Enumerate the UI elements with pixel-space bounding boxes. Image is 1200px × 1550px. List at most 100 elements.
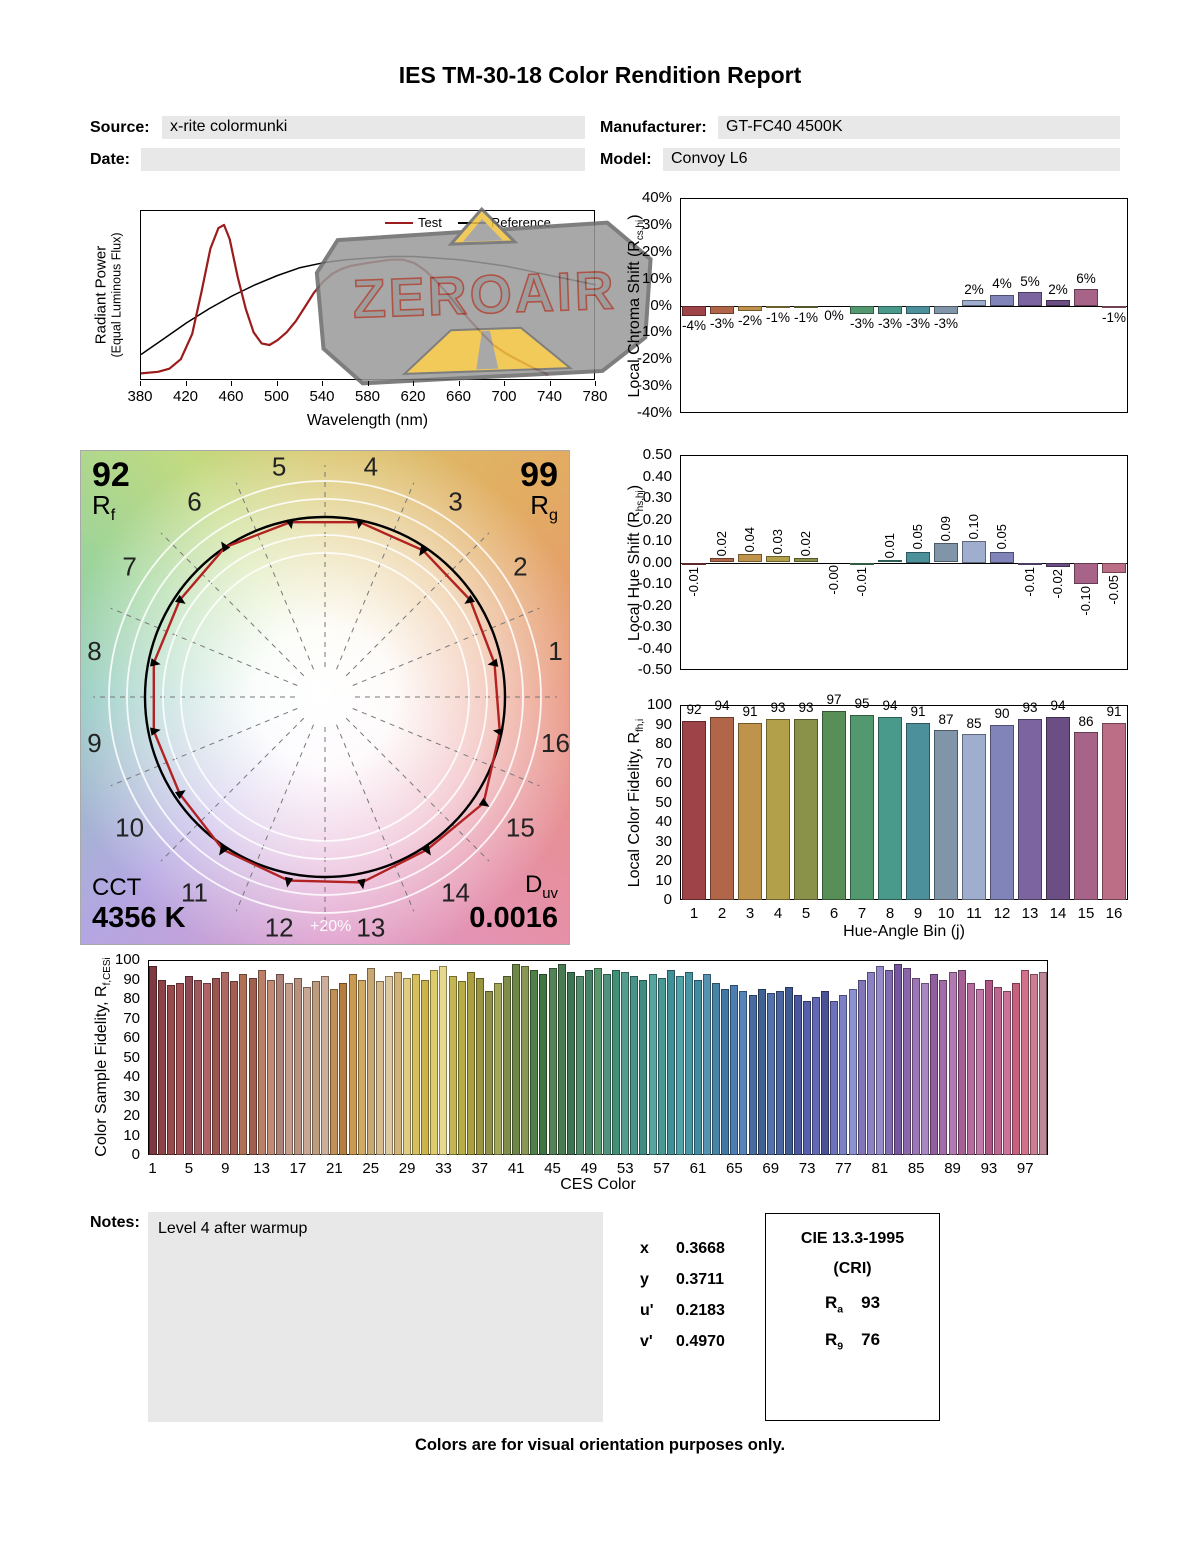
chromaticity-row-y: y 0.3711	[640, 1271, 760, 1289]
bar	[990, 551, 1014, 563]
y-tick-label: -0.10	[637, 575, 672, 592]
bar-value-label: 85	[966, 715, 982, 731]
bar	[948, 971, 957, 1155]
hue-bin-boundary	[160, 532, 305, 677]
x-tick-label: 5	[184, 1160, 194, 1177]
bar	[884, 969, 893, 1155]
bar	[221, 971, 230, 1155]
bar	[330, 989, 339, 1155]
cct-readout: CCT 4356 K	[92, 874, 186, 935]
bar	[703, 973, 712, 1155]
manufacturer-value: GT-FC40 4500K	[718, 116, 1120, 139]
bar	[457, 981, 466, 1155]
x-tick-mark	[322, 381, 324, 386]
x-tick-mark	[458, 381, 460, 386]
ces-plot-host: 100 90 80 70 60 50 40 30 20 10 0 1 5 9 13 17 21 25 29 33 37 4…	[85, 951, 1065, 1197]
x-tick-label: 11	[966, 905, 982, 922]
bar-value-label: 0.05	[910, 524, 925, 550]
u-prime-label: u'	[640, 1302, 654, 1319]
x-tick-label: 620	[400, 388, 426, 405]
spectral-power-chart: Radiant Power (Equal Luminous Flux) Test…	[90, 185, 653, 455]
cct-value: 4356 K	[92, 902, 186, 934]
bar	[612, 969, 621, 1155]
notes-text: Level 4 after warmup	[158, 1220, 308, 1237]
x-tick-label: 21	[326, 1160, 343, 1177]
color-vector-graphic: 1 2 3 4 5 6 7 8 9 10 11 12 13 14 15 16 +20% 92 Rf 99 Rg…	[80, 450, 570, 945]
y-tick-label: 40	[123, 1068, 140, 1085]
x-tick-label: 41	[507, 1160, 525, 1177]
x-tick-label: 65	[726, 1160, 743, 1177]
bar-value-label: 0.09	[938, 515, 953, 542]
x-tick-label: 3	[745, 905, 755, 922]
bar	[1021, 969, 1030, 1155]
local-chroma-shift-chart: Local Chroma Shift (Rcs,hj) 40% 30% 20% 10%…	[610, 189, 1150, 430]
bar	[934, 305, 958, 314]
x-tick-mark	[504, 381, 506, 386]
bar	[934, 730, 958, 900]
notes-box: Level 4 after warmup	[148, 1212, 603, 1422]
cct-label: CCT	[92, 874, 142, 901]
hue-bin-number: 3	[448, 487, 462, 517]
bar-value-label: 97	[826, 692, 842, 708]
bar-value-label: -0.00	[826, 564, 841, 595]
x-value: 0.3668	[676, 1240, 725, 1257]
bar-value-label: 93	[1022, 700, 1038, 716]
bar-value-label: -0.05	[1106, 575, 1121, 605]
bar	[375, 981, 384, 1155]
bar-value-label: 0.02	[714, 530, 729, 557]
bar	[194, 979, 202, 1155]
ra-label: Ra	[825, 1293, 843, 1315]
cri-box: CIE 13.3-1995 (CRI) Ra 93 R9 76	[765, 1213, 940, 1421]
shift-arrow	[149, 727, 161, 736]
bar	[766, 556, 790, 563]
bar	[1046, 562, 1070, 567]
footer-note: Colors are for visual orientation purpos…	[414, 1436, 786, 1454]
bar-value-label: -1%	[765, 310, 791, 326]
bar	[384, 975, 393, 1155]
bar	[878, 560, 902, 563]
x-tick-label: 69	[762, 1160, 780, 1177]
bar	[603, 973, 612, 1155]
bar	[712, 983, 721, 1155]
y-tick-label: -0.50	[637, 661, 672, 678]
bar-value-label: -0.02	[1050, 568, 1065, 599]
bar	[866, 971, 875, 1155]
hue-bin-boundary	[352, 708, 540, 787]
bar	[966, 983, 975, 1155]
x-tick-label: 61	[689, 1160, 707, 1177]
shift-arrow	[149, 658, 161, 667]
bar	[303, 987, 312, 1155]
bar	[484, 991, 493, 1155]
bar	[766, 305, 790, 309]
watermark-triangle-inner	[462, 219, 503, 242]
bar	[339, 983, 348, 1155]
hue-bin-number: 9	[87, 728, 101, 758]
duv-sub: uv	[542, 886, 558, 902]
bar	[990, 724, 1014, 900]
hue-bin-boundary	[160, 717, 305, 862]
x-tick-label: 420	[172, 388, 199, 405]
x-tick-label: 37	[471, 1160, 489, 1177]
source-value: x-rite colormunki	[162, 116, 585, 139]
bar	[739, 991, 748, 1155]
x-tick-mark	[595, 381, 597, 386]
bar	[921, 983, 930, 1155]
x-tick-label: 97	[1016, 1160, 1034, 1177]
rg-sub: g	[549, 506, 558, 525]
bar	[212, 977, 221, 1155]
local-hue-shift-chart: Local Hue Shift (Rhs,hj) 0.50 0.40 0.30 0.2…	[610, 446, 1150, 687]
shift-arrow	[464, 594, 476, 604]
manufacturer-label: Manufacturer:	[600, 119, 707, 136]
bar	[439, 965, 448, 1155]
y-tick-label: 100	[646, 696, 672, 713]
v-prime-value: 0.4970	[676, 1333, 725, 1350]
bar	[975, 989, 984, 1155]
y-tick-label: 0	[663, 891, 672, 908]
shift-arrow	[174, 594, 186, 604]
ra-value: 93	[861, 1293, 881, 1312]
bar-value-label: -0.01	[1022, 566, 1037, 597]
bar	[184, 975, 193, 1155]
rg-label: Rg	[520, 491, 558, 525]
bar	[766, 718, 790, 900]
bar	[878, 716, 902, 900]
